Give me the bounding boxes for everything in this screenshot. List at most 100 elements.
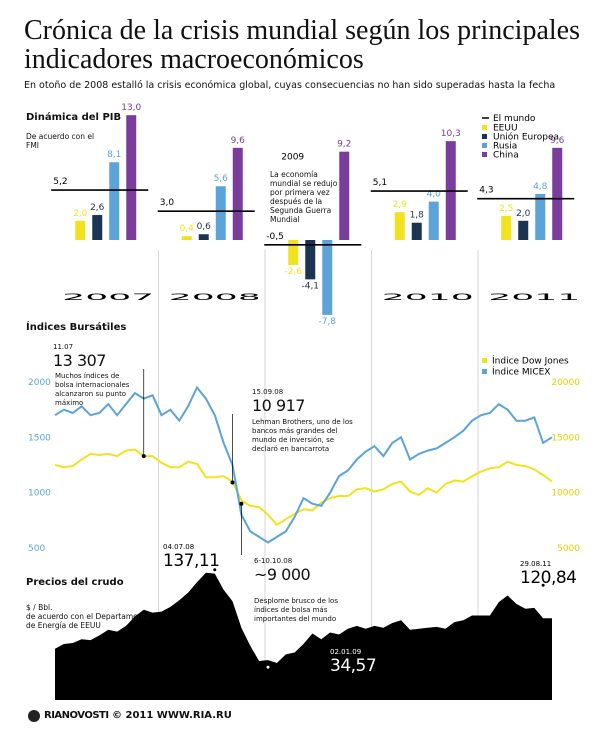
legend-swatch [482, 125, 487, 130]
y-tick-label: 500 [28, 544, 45, 554]
category-label: 2007 [62, 293, 154, 303]
category-label: 2011 [488, 293, 580, 303]
bar [92, 215, 103, 240]
category-label: 2008 [169, 293, 262, 303]
subtitle: En otoño de 2008 estalló la crisis econó… [24, 80, 556, 91]
oil-area [55, 572, 552, 700]
value-label: -7,8 [318, 317, 336, 327]
value-label: 0,4 [180, 224, 195, 234]
value-label: 2,9 [393, 200, 408, 210]
value-label: 10,3 [441, 129, 461, 139]
footer-brand: RIANOVOSTI [44, 710, 109, 721]
value-label: 9,6 [231, 136, 246, 146]
gdp-annotation: La economía mundial se redujo por primer… [270, 170, 338, 224]
y-tick-label: 1000 [28, 489, 51, 499]
annotation-date: 11.07 [53, 343, 74, 351]
value-label: 4,0 [427, 190, 442, 200]
legend-label: Índice MICEX [492, 366, 550, 378]
annotation-date: 29.08.11 [520, 560, 552, 568]
bar [198, 234, 209, 240]
legend-label: China [493, 151, 519, 161]
legend-swatch [482, 358, 487, 363]
value-label: 8,1 [107, 150, 121, 160]
legend-swatch [482, 369, 487, 374]
annotation-dot [541, 583, 545, 587]
bar [305, 240, 316, 280]
y2-tick-label: 20000 [551, 378, 580, 388]
legend-label: EEUU [493, 124, 518, 134]
annotation-text: Lehman Brothers, uno de los bancos más g… [252, 418, 353, 453]
value-label: 2,5 [499, 204, 513, 214]
annotation-value: 137,11 [163, 551, 220, 571]
legend-swatch [482, 143, 487, 148]
bar [75, 220, 86, 240]
annotation-text: Muchos índices de bolsa internacionales … [55, 372, 130, 407]
y2-tick-label: 15000 [551, 433, 580, 443]
annotation-dot [266, 665, 270, 669]
reference-label: -0,5 [266, 232, 284, 242]
legend-label: Índice Dow Jones [492, 355, 569, 367]
legend-label: Unión Europea [493, 132, 559, 143]
value-label: 2,0 [516, 209, 531, 219]
annotation-value: ~9 000 [254, 565, 311, 584]
reference-label: 5,1 [373, 178, 387, 188]
reference-label: 5,2 [53, 177, 67, 187]
annotation-date: 15.09.08 [252, 388, 284, 396]
legend-swatch [482, 152, 487, 157]
bar [501, 216, 512, 240]
bar [126, 115, 137, 240]
title: Crónica de la crisis mundial según los p… [24, 15, 580, 75]
bar [109, 162, 120, 240]
gdp-subtitle: De acuerdo con el FMI [26, 132, 95, 150]
category-label: 2010 [382, 293, 475, 303]
bar [232, 147, 243, 240]
annotation-dot [213, 568, 217, 572]
legend-label: Rusia [493, 142, 517, 152]
bar [394, 212, 405, 240]
value-label: 9,2 [337, 140, 351, 150]
annotation-date: 6-10.10.08 [254, 557, 293, 565]
bar [552, 147, 563, 240]
bar [411, 222, 422, 240]
bar [518, 220, 529, 240]
bar [181, 236, 192, 240]
stock-title: Índices Bursátiles [26, 322, 127, 333]
y2-tick-label: 5000 [557, 544, 580, 554]
bar [215, 186, 226, 240]
bar [288, 240, 299, 265]
category-label: 2009 [281, 153, 304, 163]
oil-title: Precios del crudo [26, 577, 124, 588]
reference-label: 3,0 [160, 198, 175, 208]
value-label: 1,8 [410, 211, 425, 221]
bar [322, 240, 333, 315]
bar [339, 151, 350, 240]
gdp-title: Dinámica del PIB [26, 112, 122, 123]
index-line [54, 385, 553, 544]
y2-tick-label: 10000 [551, 489, 580, 499]
bar [428, 201, 439, 240]
value-label: -4,1 [301, 281, 319, 291]
value-label: 4,8 [533, 182, 548, 192]
legend-label: El mundo [493, 114, 536, 124]
oil-note: de acuerdo con el Departamento de Energí… [26, 612, 151, 630]
legend-swatch [482, 134, 487, 139]
footer-copyright: © 2011 WWW.RIA.RU [112, 710, 232, 721]
annotation-text: Desplome brusco de los índices de bolsa … [254, 597, 338, 623]
index-line [54, 448, 553, 527]
value-label: 2,6 [90, 203, 105, 213]
value-label: 5,6 [214, 174, 229, 184]
annotation-value: 34,57 [330, 656, 377, 676]
value-label: 13,0 [121, 103, 141, 113]
bar [535, 193, 546, 240]
annotation-date: 02.01.09 [330, 648, 362, 656]
value-label: -2,6 [284, 267, 302, 277]
logo [28, 710, 40, 722]
value-label: 0,6 [197, 222, 212, 232]
reference-label: 4,3 [479, 186, 493, 196]
y-tick-label: 1500 [28, 433, 51, 443]
annotation-date: 04.07.08 [163, 543, 195, 551]
annotation-value: 120,84 [520, 568, 577, 588]
value-label: 9,6 [550, 136, 565, 146]
